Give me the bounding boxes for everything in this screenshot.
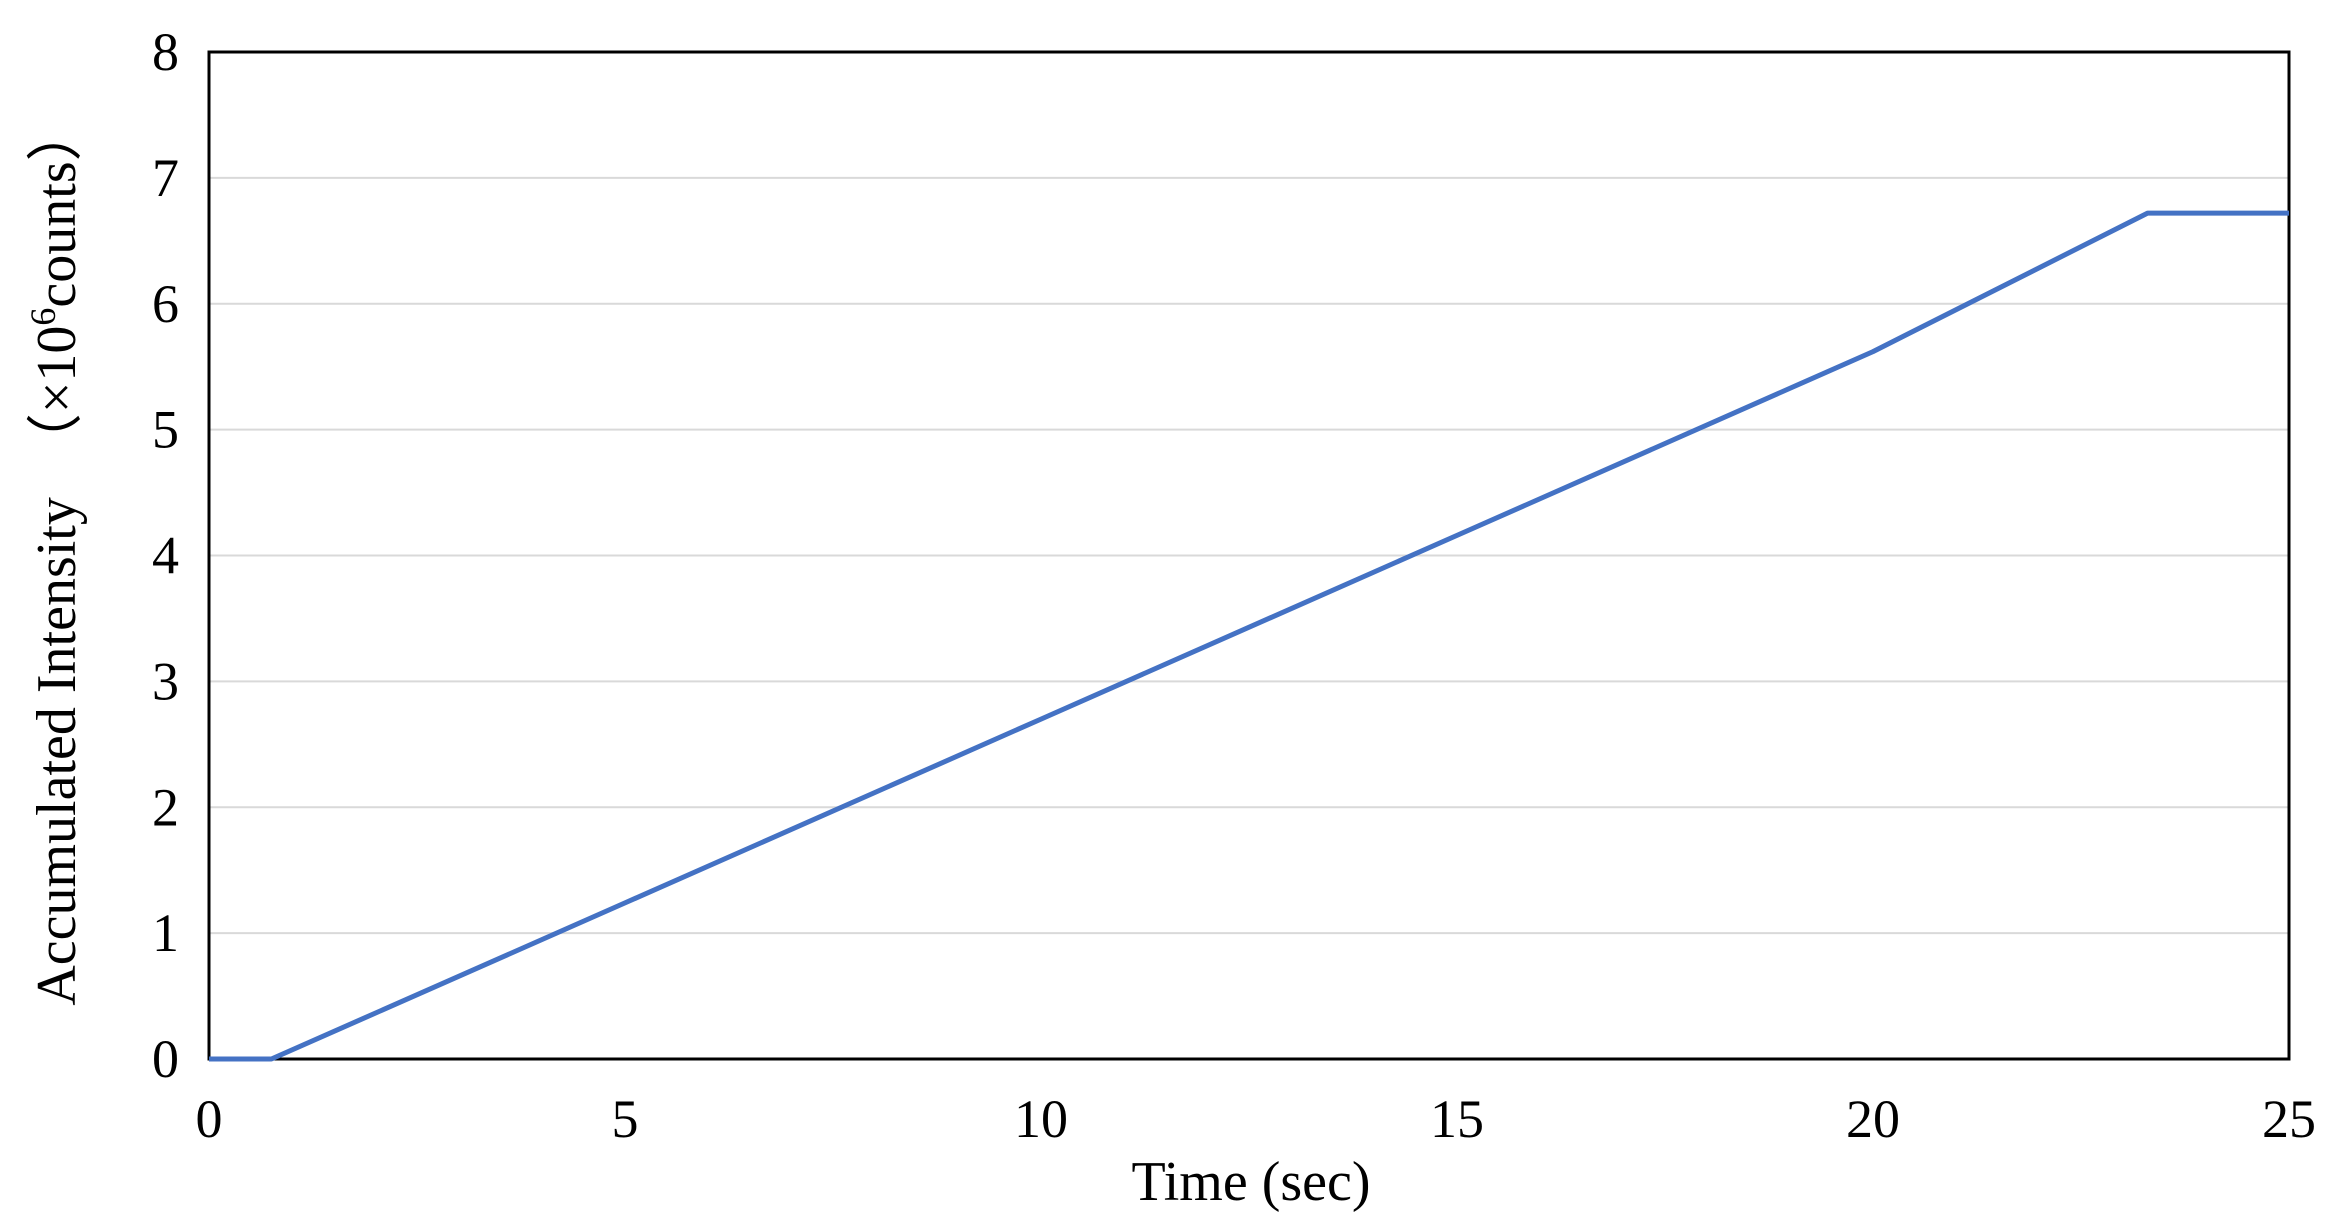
y-tick-label-6: 6: [152, 274, 179, 334]
y-tick-label-5: 5: [152, 400, 179, 460]
y-tick-label-8: 8: [152, 22, 179, 82]
y-tick-label-4: 4: [152, 526, 179, 586]
y-axis-title: Accumulated Intensity （×106counts）: [23, 105, 88, 1005]
x-tick-label-20: 20: [1846, 1089, 1900, 1149]
y-tick-label-2: 2: [152, 777, 179, 837]
y-axis-title-exponent: 6: [23, 308, 63, 326]
series-layer: [209, 210, 2289, 1062]
y-axis-title-prefix: Accumulated Intensity （×10: [26, 326, 88, 1006]
x-tick-label-25: 25: [2262, 1089, 2316, 1149]
y-axis-tick-labels: 0 1 2 3 4 5 6 7 8: [152, 22, 179, 1089]
x-tick-label-10: 10: [1014, 1089, 1068, 1149]
x-tick-label-15: 15: [1430, 1089, 1484, 1149]
y-tick-label-1: 1: [152, 903, 179, 963]
y-tick-label-0: 0: [152, 1029, 179, 1089]
gridlines: [209, 176, 2289, 935]
y-tick-label-7: 7: [152, 148, 179, 208]
x-tick-label-5: 5: [612, 1089, 639, 1149]
plot-area-frame: [207, 50, 2291, 1061]
x-axis-title: Time (sec): [1131, 1151, 1370, 1213]
y-axis-title-suffix: counts）: [26, 105, 88, 307]
x-axis-tick-labels: 0 5 10 15 20 25: [196, 1089, 2317, 1149]
series-line-0: [209, 210, 2289, 1062]
x-tick-label-0: 0: [196, 1089, 223, 1149]
y-tick-label-3: 3: [152, 651, 179, 711]
